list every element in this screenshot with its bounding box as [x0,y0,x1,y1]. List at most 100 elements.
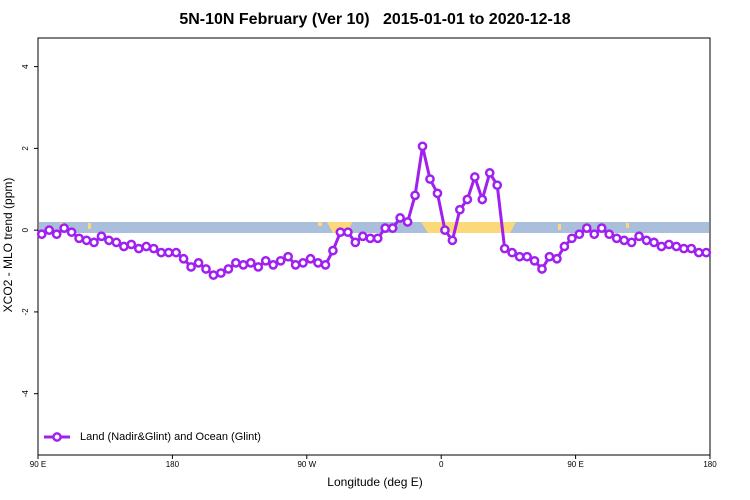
data-point [320,260,331,270]
chart-title: 5N-10N February (Ver 10) 2015-01-01 to 2… [179,11,570,28]
data-point [619,235,629,246]
data-point [171,247,181,258]
data-point [74,233,84,244]
data-point [514,251,525,262]
x-tick-label: 90 E [30,460,46,469]
data-point [529,255,540,266]
y-tick-label: 0 [21,227,30,232]
data-point [693,247,704,258]
y-tick-label: -4 [21,390,30,398]
data-point [36,229,47,240]
data-point [290,260,301,270]
data-point [484,168,495,178]
data-point [679,243,689,254]
data-point [626,237,637,248]
data-point [253,262,264,272]
data-point [649,237,659,248]
data-point [469,172,480,182]
data-point [133,243,144,254]
data-point [380,223,391,233]
data-point [365,233,376,244]
data-point [567,233,577,244]
plot-frame [37,37,711,456]
data-point [245,258,256,268]
data-point [313,258,323,268]
data-point [186,262,196,272]
data-point [156,247,167,258]
data-point [581,223,592,233]
data-point [477,194,488,205]
data-point [275,255,286,266]
data-point [425,174,435,184]
data-point [552,253,562,264]
x-tick-label: 90 W [297,460,316,469]
y-tick-label: 2 [21,146,30,151]
data-point [499,243,510,254]
data-point [283,251,293,262]
data-point [611,233,622,244]
data-point [89,237,99,248]
data-point [656,241,667,252]
data-point [462,194,473,205]
y-tick-label: 4 [21,64,30,69]
x-tick-label: 180 [166,460,180,469]
data-point [522,251,532,262]
y-tick-label: -2 [21,308,30,316]
data-point [537,264,547,274]
data-point [544,251,555,262]
data-point [634,231,644,242]
data-point [395,213,405,223]
data-point [589,229,600,240]
data-point [596,223,607,233]
data-point [111,237,122,248]
data-point [201,264,211,274]
data-point [208,270,219,280]
legend-marker [52,432,62,442]
data-point [216,268,226,278]
data-point [148,243,159,254]
data-point [455,204,465,215]
data-point [305,253,316,264]
data-point [604,229,615,240]
data-point [81,235,92,246]
data-point [178,253,189,264]
data-point [119,241,129,252]
data-point [44,225,55,235]
data-point [350,237,361,248]
x-tick-label: 0 [439,460,444,469]
data-point [298,258,308,268]
data-point [559,241,570,252]
data-point [357,231,368,242]
data-point [641,235,652,246]
data-point [574,229,585,240]
x-tick-label: 90 E [567,460,583,469]
data-point [223,264,234,274]
data-point [238,260,249,270]
data-point [231,258,241,268]
data-point [671,241,682,252]
data-point [402,217,413,227]
data-point [410,190,420,201]
data-point [447,235,458,246]
legend-label: Land (Nadir&Glint) and Ocean (Glint) [80,431,261,443]
series-line [41,146,707,277]
x-axis-label: Longitude (deg E) [327,475,422,489]
data-point [126,239,137,250]
data-point [193,258,204,268]
data-point [507,247,517,258]
data-point [492,180,503,191]
data-point [417,141,428,152]
data-point [96,231,107,242]
data-point [335,227,346,238]
data-point [387,223,398,233]
data-point [328,245,338,256]
data-point [260,255,271,266]
data-point [686,243,697,254]
data-point [440,225,450,235]
data-point [66,227,77,238]
x-tick-label: 180 [703,460,717,469]
data-point [268,260,279,270]
data-point [51,229,62,240]
y-axis-label: XCO2 - MLO trend (ppm) [1,178,15,313]
